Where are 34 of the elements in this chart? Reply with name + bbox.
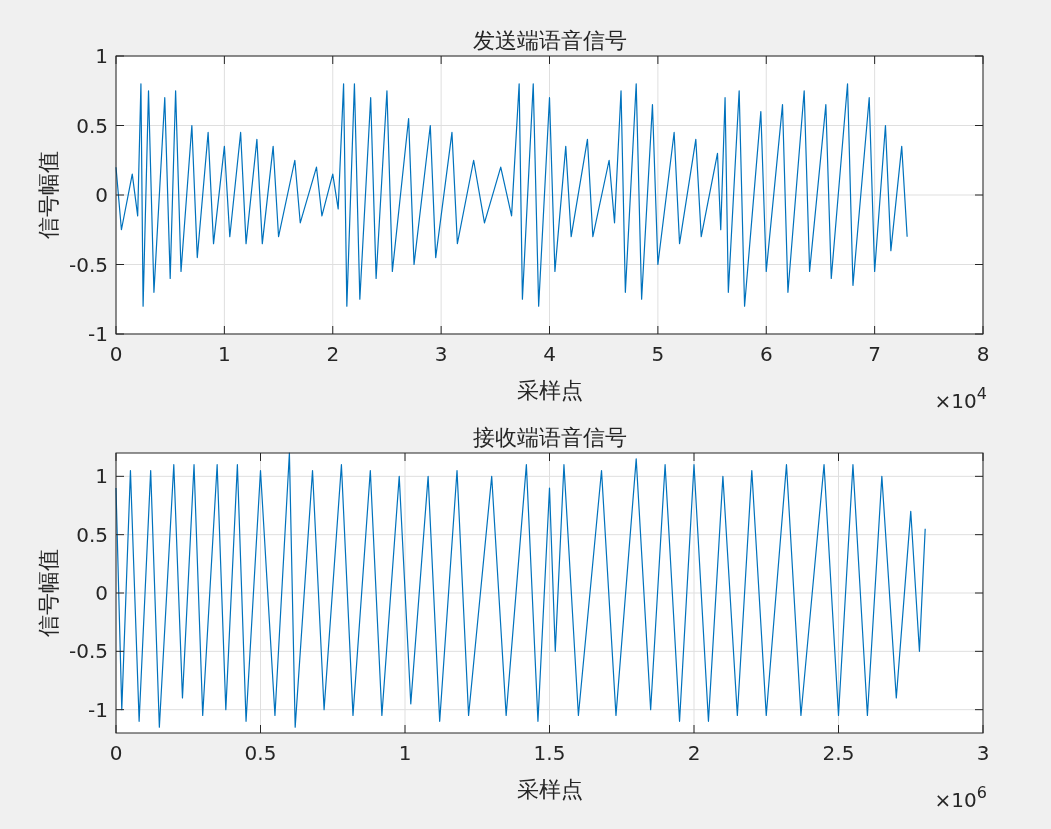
y-tick-label: 1	[95, 464, 108, 489]
line-series	[115, 83, 908, 307]
y-tick-label: 0	[95, 183, 108, 207]
x-tick-label: 3	[434, 342, 448, 366]
y-axis-title: 信号幅值	[36, 549, 61, 637]
y-tick-label: 0.5	[76, 522, 108, 547]
x-tick-label: 7	[868, 342, 881, 366]
y-tick-label: 0.5	[76, 113, 108, 138]
y-tick-label: -1	[88, 322, 108, 346]
x-tick-label: 5	[651, 342, 665, 366]
chart-title: 发送端语音信号	[472, 28, 627, 53]
x-tick-label: 2	[687, 741, 701, 765]
x-tick-label: 2	[326, 342, 340, 366]
x-tick-label: 4	[543, 342, 556, 366]
x-tick-label: 6	[759, 342, 773, 366]
y-tick-label: 0	[95, 581, 108, 605]
y-tick-label: -0.5	[68, 252, 108, 277]
x-tick-label: 1.5	[533, 741, 566, 765]
y-axis-title: 信号幅值	[36, 151, 61, 239]
x-tick-label: 3	[976, 741, 990, 765]
x-tick-label: 1	[218, 342, 231, 366]
chart-title: 接收端语音信号	[472, 425, 627, 450]
y-tick-label: -1	[88, 697, 108, 722]
x-tick-label: 0.5	[244, 741, 277, 765]
text: ×10$^{4}$	[934, 383, 987, 413]
x-tick-label: 1	[398, 741, 412, 765]
x-tick-label: 8	[976, 342, 990, 366]
x-axis-title: 采样点	[516, 378, 583, 403]
y-tick-label: -0.5	[68, 639, 108, 664]
text: ×10$^{6}$	[934, 782, 987, 812]
x-tick-label: 2.5	[822, 741, 855, 765]
line-series	[115, 452, 926, 728]
y-tick-label: 1	[95, 44, 108, 68]
x-axis-title: 采样点	[516, 777, 583, 802]
